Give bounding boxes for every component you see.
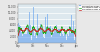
Legend: Production from wind turbines, Smoothed over 75h, Smoothed over 250h: Production from wind turbines, Smoothed … <box>78 5 100 11</box>
